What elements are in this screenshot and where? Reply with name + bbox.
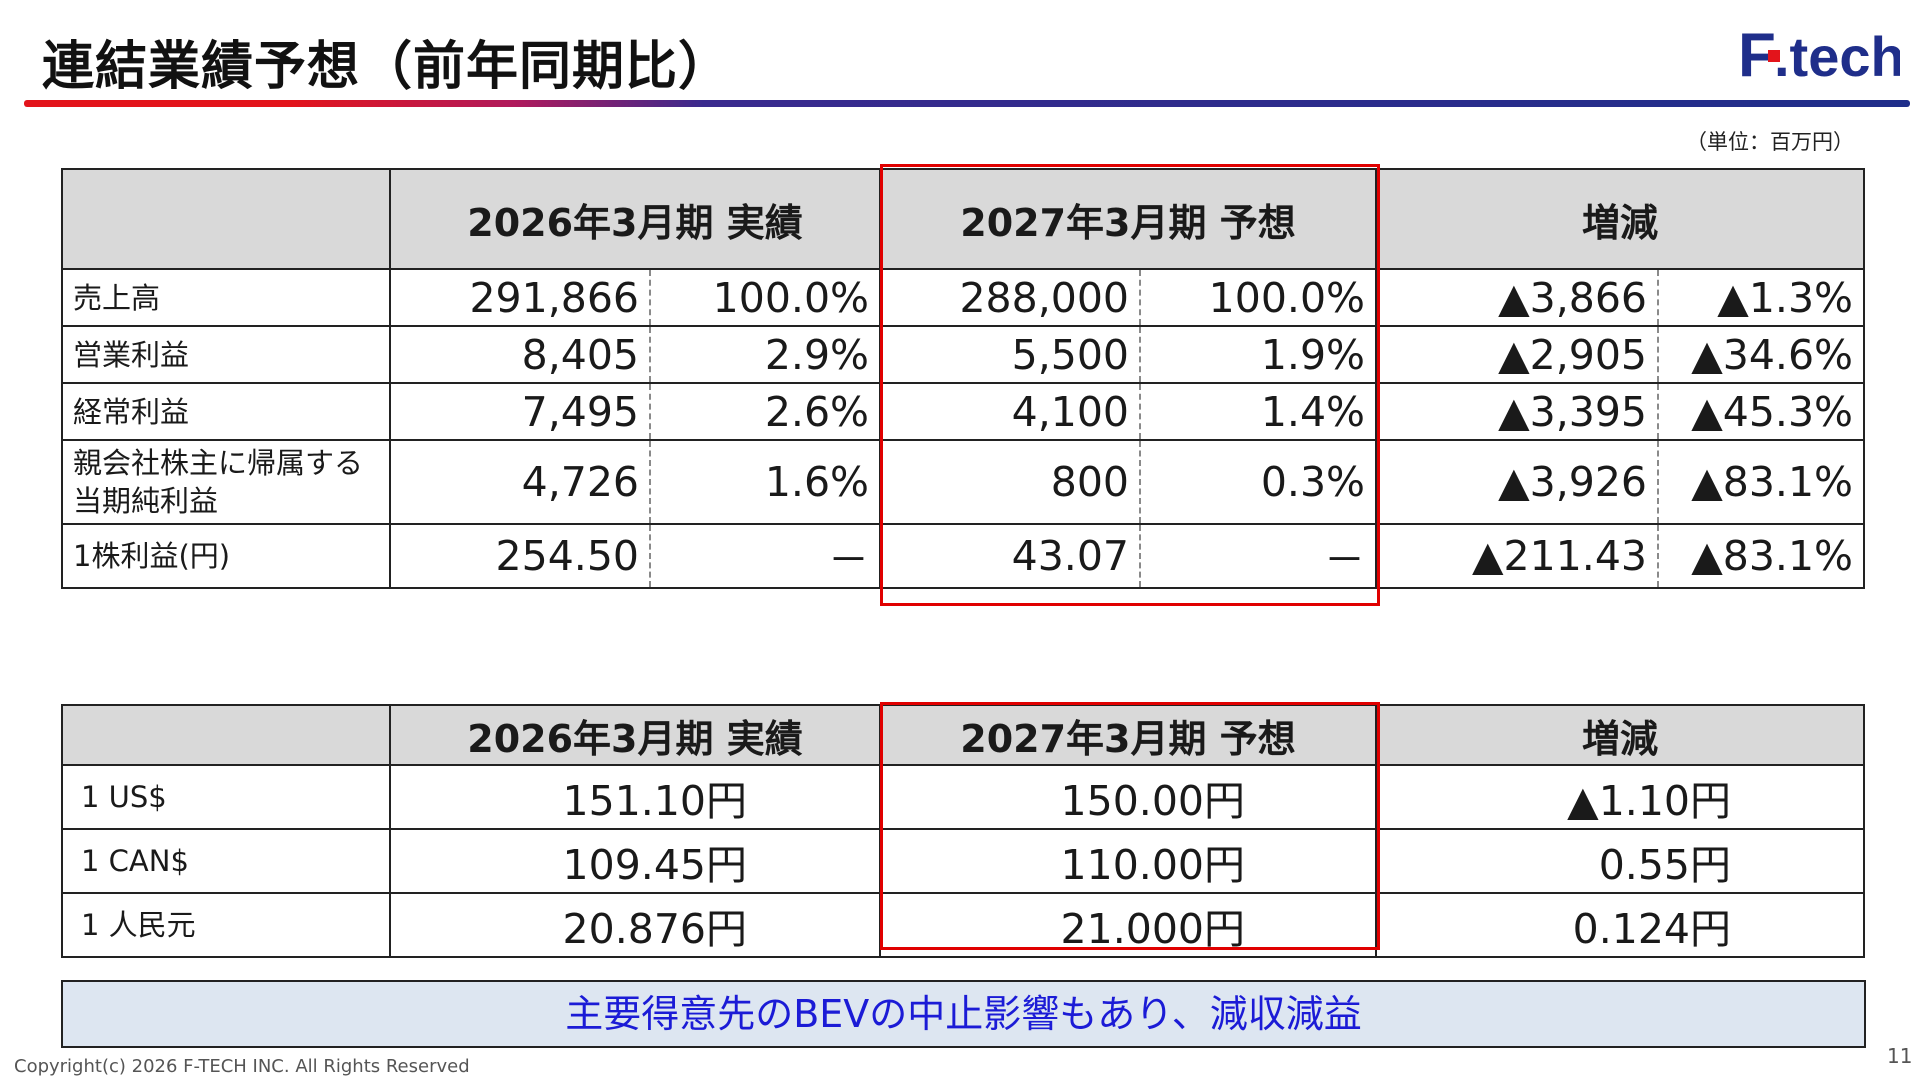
table-row: 1 人民元 20.876円 21.000円 0.124円 bbox=[61, 892, 1865, 958]
cell-value: 4,726 bbox=[389, 439, 651, 525]
table-row: 1株利益(円) 254.50 － 43.07 － ▲211.43 ▲83.1% bbox=[61, 523, 1865, 589]
cell-rate: 110.00円 bbox=[879, 828, 1377, 894]
page-title: 連結業績予想（前年同期比） bbox=[42, 37, 732, 97]
logo-accent-mark bbox=[1768, 50, 1780, 62]
cell-rate: 151.10円 bbox=[389, 764, 881, 830]
header-fy2026-actual: 2026年3月期 実績 bbox=[389, 704, 881, 766]
cell-ratio: － bbox=[1139, 523, 1377, 589]
cell-rate: 20.876円 bbox=[389, 892, 881, 958]
row-label-line: 当期純利益 bbox=[73, 484, 219, 518]
logo-wordmark: .tech bbox=[1774, 25, 1900, 88]
cell-change-value: ▲2,905 bbox=[1375, 325, 1659, 384]
cell-change-ratio: ▲83.1% bbox=[1657, 523, 1865, 589]
cell-ratio: 1.6% bbox=[649, 439, 881, 525]
earnings-forecast-table: 2026年3月期 実績 2027年3月期 予想 増減 売上高 291,866 1… bbox=[61, 168, 1865, 589]
title-underline bbox=[24, 100, 1910, 107]
row-label-ordinary-profit: 経常利益 bbox=[61, 382, 391, 441]
table-row: 1 CAN$ 109.45円 110.00円 0.55円 bbox=[61, 828, 1865, 894]
cell-value: 254.50 bbox=[389, 523, 651, 589]
copyright-text: Copyright(c) 2026 F-TECH INC. All Rights… bbox=[14, 1056, 470, 1077]
header-blank bbox=[61, 168, 391, 270]
row-label-line: 親会社株主に帰属する bbox=[73, 446, 364, 480]
table-row: 経常利益 7,495 2.6% 4,100 1.4% ▲3,395 ▲45.3% bbox=[61, 382, 1865, 441]
cell-ratio: 100.0% bbox=[649, 268, 881, 327]
cell-change-ratio: ▲34.6% bbox=[1657, 325, 1865, 384]
header-change: 増減 bbox=[1375, 168, 1865, 270]
cell-change-value: ▲3,866 bbox=[1375, 268, 1659, 327]
cell-value: 5,500 bbox=[879, 325, 1141, 384]
cell-ratio: 1.9% bbox=[1139, 325, 1377, 384]
row-label-cny: 1 人民元 bbox=[61, 892, 391, 958]
table-row: 営業利益 8,405 2.9% 5,500 1.9% ▲2,905 ▲34.6% bbox=[61, 325, 1865, 384]
exchange-rate-table: 2026年3月期 実績 2027年3月期 予想 増減 1 US$ 151.10円… bbox=[61, 704, 1865, 958]
cell-rate: 109.45円 bbox=[389, 828, 881, 894]
cell-ratio: 100.0% bbox=[1139, 268, 1377, 327]
row-label-eps: 1株利益(円) bbox=[61, 523, 391, 589]
cell-value: 43.07 bbox=[879, 523, 1141, 589]
cell-change-value: ▲3,395 bbox=[1375, 382, 1659, 441]
cell-rate: 21.000円 bbox=[879, 892, 1377, 958]
header-fy2027-forecast: 2027年3月期 予想 bbox=[879, 168, 1377, 270]
cell-value: 288,000 bbox=[879, 268, 1141, 327]
cell-ratio: － bbox=[649, 523, 881, 589]
cell-change-ratio: ▲1.3% bbox=[1657, 268, 1865, 327]
unit-note: （単位：百万円） bbox=[1686, 130, 1854, 154]
cell-change: 0.55円 bbox=[1375, 828, 1865, 894]
cell-change-ratio: ▲83.1% bbox=[1657, 439, 1865, 525]
cell-ratio: 2.9% bbox=[649, 325, 881, 384]
header-fy2026-actual: 2026年3月期 実績 bbox=[389, 168, 881, 270]
cell-value: 4,100 bbox=[879, 382, 1141, 441]
header-blank bbox=[61, 704, 391, 766]
cell-ratio: 1.4% bbox=[1139, 382, 1377, 441]
table-row: 親会社株主に帰属する 当期純利益 4,726 1.6% 800 0.3% ▲3,… bbox=[61, 439, 1865, 525]
row-label-net-income: 親会社株主に帰属する 当期純利益 bbox=[61, 439, 391, 525]
header-fy2027-forecast: 2027年3月期 予想 bbox=[879, 704, 1377, 766]
row-label-sales: 売上高 bbox=[61, 268, 391, 327]
cell-value: 800 bbox=[879, 439, 1141, 525]
cell-change-value: ▲211.43 bbox=[1375, 523, 1659, 589]
cell-change-ratio: ▲45.3% bbox=[1657, 382, 1865, 441]
row-label-operating-profit: 営業利益 bbox=[61, 325, 391, 384]
table-header-row: 2026年3月期 実績 2027年3月期 予想 増減 bbox=[61, 168, 1865, 270]
table-header-row: 2026年3月期 実績 2027年3月期 予想 増減 bbox=[61, 704, 1865, 766]
cell-rate: 150.00円 bbox=[879, 764, 1377, 830]
ftech-logo: F .tech bbox=[1738, 21, 1900, 88]
cell-value: 8,405 bbox=[389, 325, 651, 384]
cell-ratio: 0.3% bbox=[1139, 439, 1377, 525]
cell-change-value: ▲3,926 bbox=[1375, 439, 1659, 525]
cell-change: 0.124円 bbox=[1375, 892, 1865, 958]
cell-value: 291,866 bbox=[389, 268, 651, 327]
page-number: 11 bbox=[1887, 1044, 1913, 1068]
table-row: 1 US$ 151.10円 150.00円 ▲1.10円 bbox=[61, 764, 1865, 830]
cell-change: ▲1.10円 bbox=[1375, 764, 1865, 830]
cell-value: 7,495 bbox=[389, 382, 651, 441]
table-row: 売上高 291,866 100.0% 288,000 100.0% ▲3,866… bbox=[61, 268, 1865, 327]
header-change: 増減 bbox=[1375, 704, 1865, 766]
summary-banner: 主要得意先のBEVの中止影響もあり、減収減益 bbox=[61, 980, 1866, 1048]
row-label-usd: 1 US$ bbox=[61, 764, 391, 830]
cell-ratio: 2.6% bbox=[649, 382, 881, 441]
row-label-cad: 1 CAN$ bbox=[61, 828, 391, 894]
